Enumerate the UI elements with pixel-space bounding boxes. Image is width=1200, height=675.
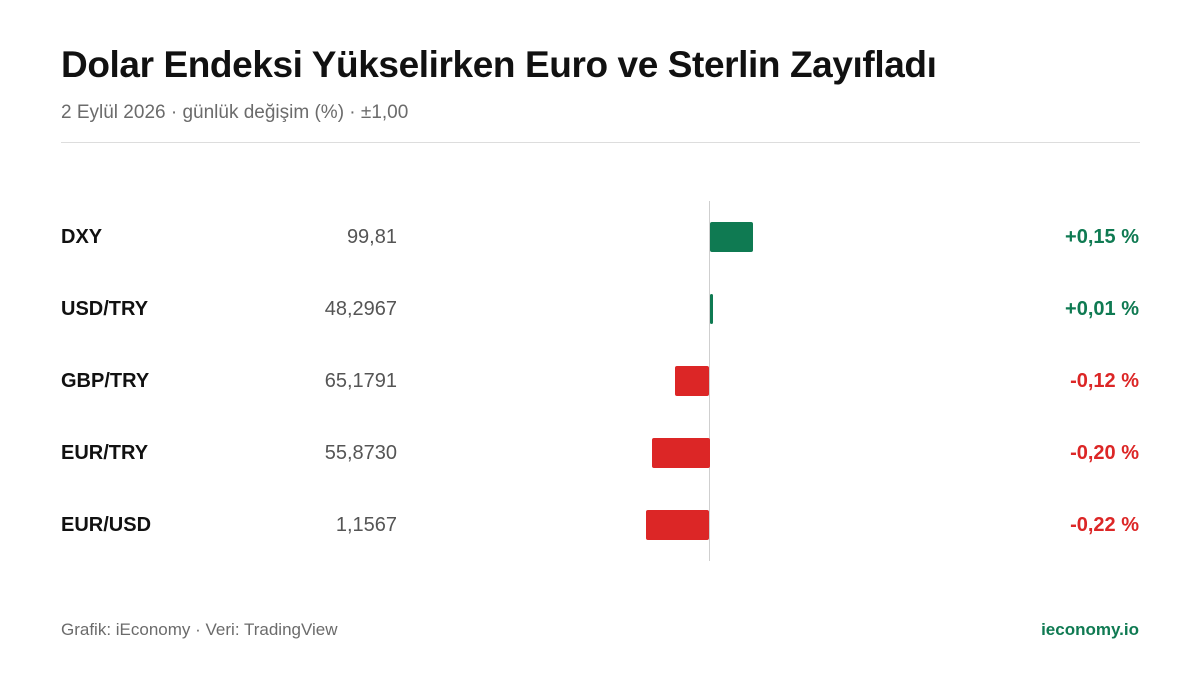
change-bar bbox=[674, 366, 710, 396]
price-value: 65,1791 bbox=[324, 370, 397, 392]
chart-row: DXY 99,81 +0,15 % bbox=[0, 218, 1200, 258]
brand-link[interactable]: ieconomy.io bbox=[1041, 620, 1139, 639]
currency-label: USD/TRY bbox=[61, 298, 149, 320]
price-value: 48,2967 bbox=[324, 298, 397, 320]
source-credit: Grafik: iEconomy · Veri: TradingView bbox=[61, 620, 338, 639]
change-bar bbox=[651, 438, 710, 468]
price-value: 1,1567 bbox=[335, 514, 397, 536]
change-label: +0,15 % bbox=[1065, 226, 1139, 248]
change-label: -0,20 % bbox=[1070, 442, 1139, 464]
currency-label: EUR/USD bbox=[61, 514, 152, 536]
chart-row: USD/TRY 48,2967 +0,01 % bbox=[0, 290, 1200, 330]
currency-label: GBP/TRY bbox=[61, 370, 150, 392]
change-label: -0,12 % bbox=[1070, 370, 1139, 392]
price-value: 99,81 bbox=[346, 226, 397, 248]
change-label: -0,22 % bbox=[1070, 514, 1139, 536]
change-bar bbox=[709, 294, 713, 324]
chart-title: Dolar Endeksi Yükselirken Euro ve Sterli… bbox=[61, 44, 937, 85]
chart-row: EUR/TRY 55,8730 -0,20 % bbox=[0, 434, 1200, 474]
chart-row: GBP/TRY 65,1791 -0,12 % bbox=[0, 362, 1200, 402]
zero-axis-line bbox=[709, 201, 710, 561]
change-label: +0,01 % bbox=[1065, 298, 1139, 320]
change-bar bbox=[709, 222, 753, 252]
price-value: 55,8730 bbox=[324, 442, 397, 464]
chart-row: EUR/USD 1,1567 -0,22 % bbox=[0, 506, 1200, 546]
currency-label: DXY bbox=[61, 226, 103, 248]
chart-subtitle: 2 Eylül 2026 · günlük değişim (%) · ±1,0… bbox=[61, 102, 409, 123]
change-bar bbox=[645, 510, 710, 540]
currency-label: EUR/TRY bbox=[61, 442, 149, 464]
header-divider bbox=[61, 142, 1140, 143]
